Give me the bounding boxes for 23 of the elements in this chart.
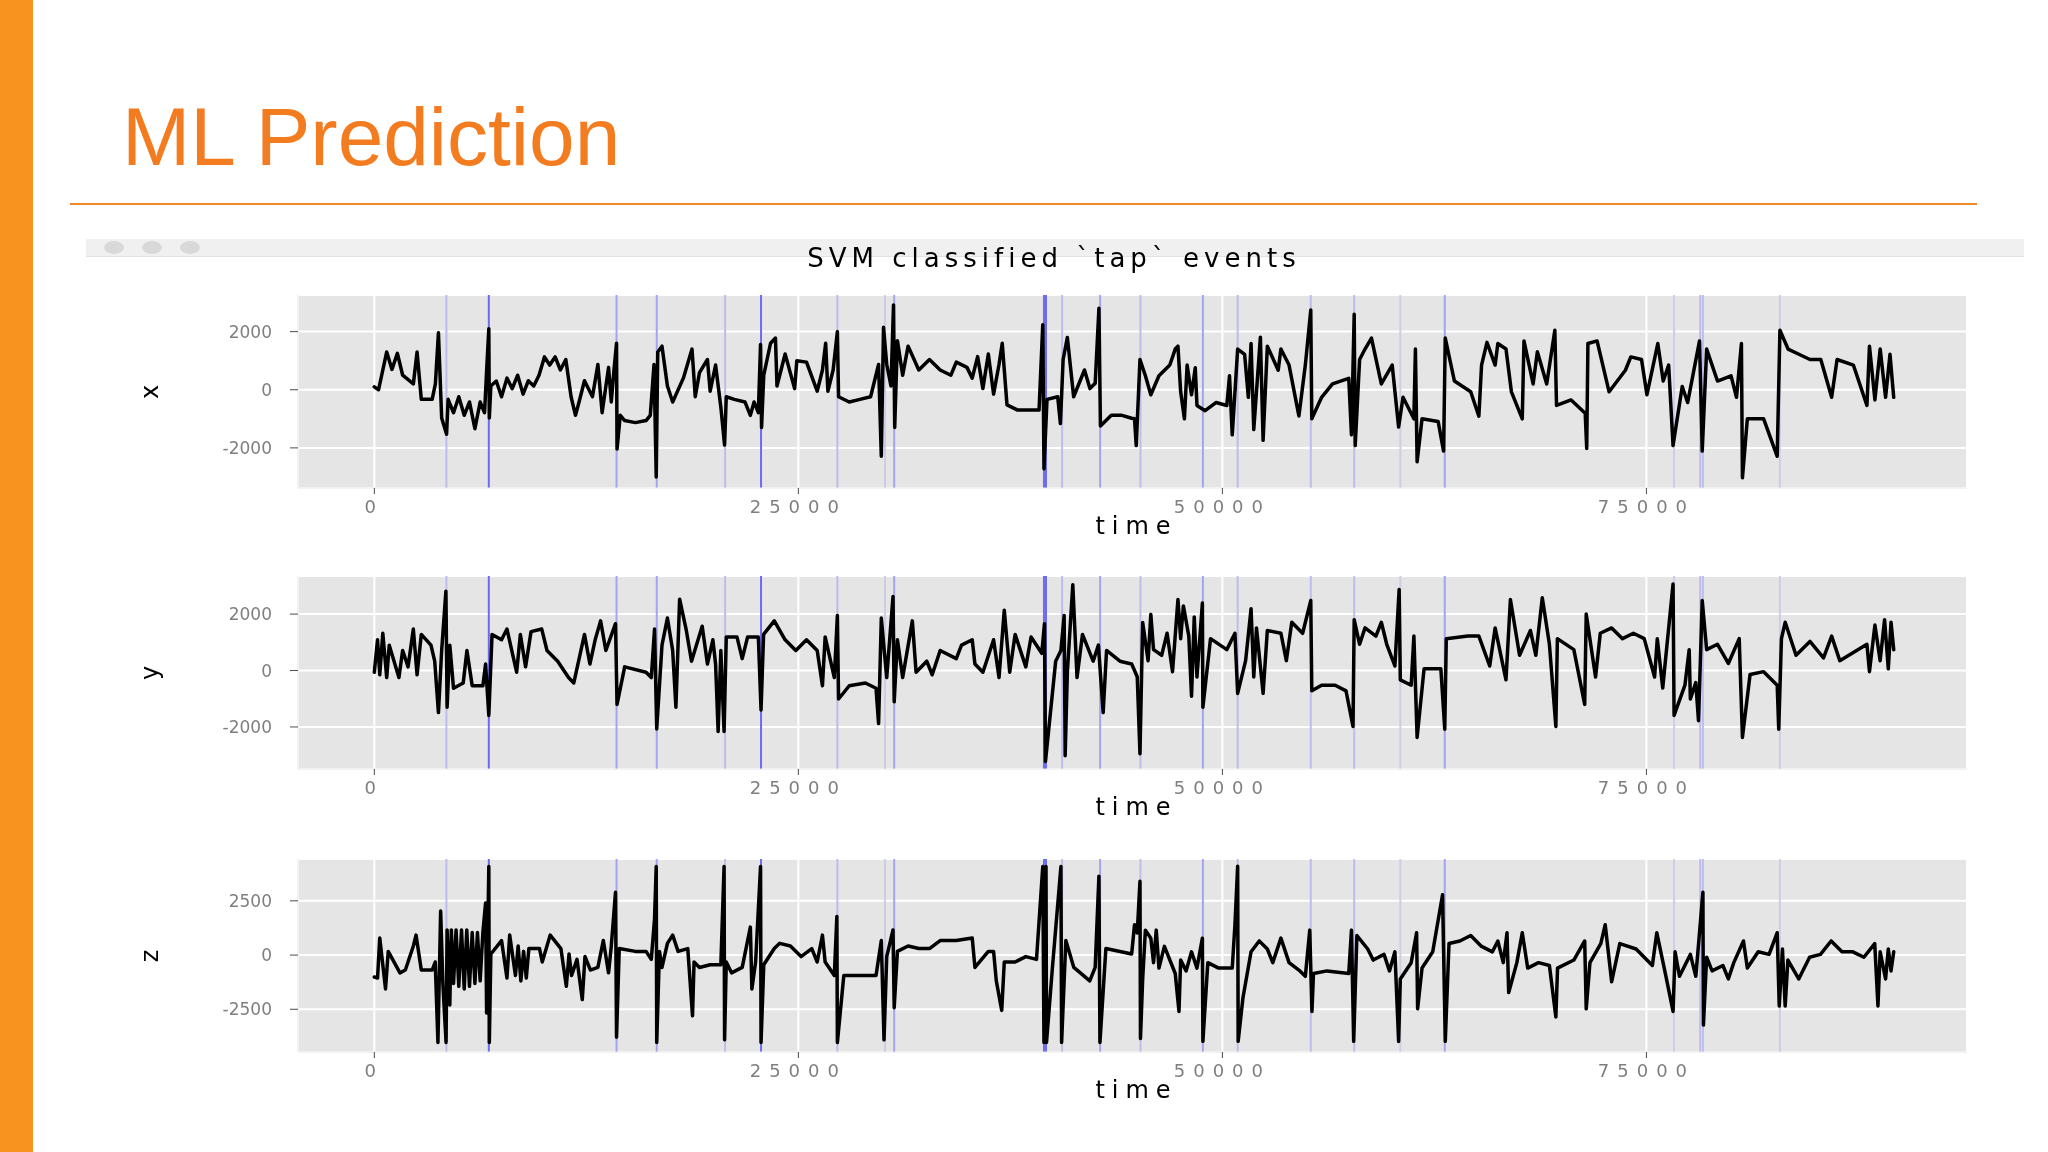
y-tick-label: 2500 (228, 890, 272, 911)
x-tick-label: 75000 (1597, 776, 1696, 798)
x-tick-label: 0 (364, 1059, 385, 1081)
y-tick-label: 0 (261, 379, 272, 400)
y-tick-label: -2000 (222, 716, 272, 737)
y-tick-label: -2500 (222, 999, 272, 1020)
y-tick-label: 0 (261, 660, 272, 681)
x-tick-label: 25000 (749, 1059, 847, 1081)
y-axis-title: z (136, 949, 164, 962)
y-tick-label: 2000 (228, 321, 272, 342)
chart-title: ML Prediction (122, 91, 621, 182)
x-tick-label: 25000 (749, 776, 847, 798)
x-tick-label: 75000 (1597, 495, 1696, 517)
x-tick-label: 25000 (749, 495, 847, 517)
chart-subtitle: SVM classified `tap` events (807, 243, 1301, 273)
x-tick-label: 75000 (1597, 1059, 1696, 1081)
x-tick-label: 0 (364, 495, 385, 517)
y-axis-title: x (136, 384, 164, 399)
y-tick-label: 0 (261, 945, 272, 966)
x-tick-label: 0 (364, 776, 385, 798)
y-tick-label: 2000 (228, 604, 272, 625)
y-tick-label: -2000 (222, 437, 272, 458)
y-axis-title: y (136, 665, 164, 680)
